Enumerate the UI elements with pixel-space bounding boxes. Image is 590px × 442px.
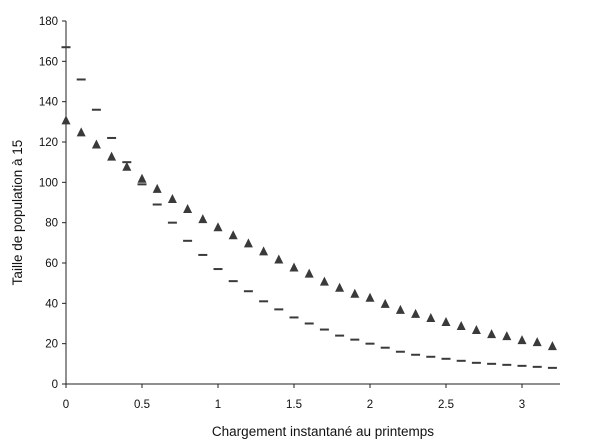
- triangle-point: [122, 161, 132, 171]
- triangle-point: [289, 262, 299, 272]
- triangle-point: [167, 193, 177, 203]
- data-points: [61, 46, 557, 369]
- y-tick-label: 100: [39, 177, 58, 189]
- x-tick-label: 0.5: [134, 399, 150, 411]
- triangle-point: [365, 292, 375, 302]
- triangle-point: [76, 127, 86, 137]
- triangle-point: [380, 298, 390, 308]
- triangle-point: [274, 254, 284, 264]
- y-ticks: 0 20 40 60 80 100 120 140 160 180: [39, 16, 66, 391]
- y-tick-label: 160: [39, 56, 58, 68]
- triangle-point: [183, 204, 193, 214]
- triangle-point: [411, 308, 421, 318]
- triangle-point: [426, 312, 436, 322]
- triangle-point: [213, 222, 223, 232]
- y-tick-label: 120: [39, 137, 58, 149]
- triangle-point: [456, 321, 466, 331]
- x-tick-label: 2: [367, 399, 373, 411]
- triangle-point: [502, 331, 512, 341]
- x-axis-label: Chargement instantané au printemps: [212, 424, 434, 439]
- y-axis-label: Taille de population à 15: [10, 140, 25, 286]
- y-tick-label: 180: [39, 16, 58, 28]
- y-tick-label: 0: [52, 379, 58, 391]
- y-tick-label: 40: [45, 298, 58, 310]
- triangle-point: [471, 325, 481, 335]
- triangle-point: [228, 230, 238, 240]
- triangle-point: [198, 214, 208, 224]
- triangle-point: [487, 329, 497, 339]
- series-dash: [61, 46, 557, 369]
- triangle-point: [152, 183, 162, 193]
- x-tick-label: 3: [519, 399, 525, 411]
- triangle-point: [350, 288, 360, 298]
- series-triangle: [61, 115, 557, 351]
- triangle-point: [243, 238, 253, 248]
- triangle-point: [517, 335, 527, 345]
- x-tick-label: 1.5: [286, 399, 302, 411]
- triangle-point: [335, 282, 345, 292]
- triangle-point: [259, 246, 269, 256]
- y-tick-label: 60: [45, 258, 58, 270]
- triangle-point: [395, 304, 405, 314]
- triangle-point: [319, 276, 329, 286]
- y-tick-label: 80: [45, 218, 58, 230]
- triangle-point: [532, 337, 542, 347]
- triangle-point: [137, 173, 147, 183]
- y-tick-label: 20: [45, 339, 58, 351]
- triangle-point: [61, 115, 71, 125]
- triangle-point: [91, 139, 101, 149]
- triangle-point: [547, 341, 557, 351]
- triangle-point: [441, 316, 451, 326]
- y-tick-label: 140: [39, 97, 58, 109]
- x-ticks: 0 0.5 1 1.5 2 2.5 3: [63, 384, 525, 411]
- triangle-point: [107, 151, 117, 161]
- x-tick-label: 0: [63, 399, 69, 411]
- x-tick-label: 2.5: [438, 399, 454, 411]
- triangle-point: [304, 268, 314, 278]
- axes: [65, 21, 560, 385]
- x-tick-label: 1: [215, 399, 221, 411]
